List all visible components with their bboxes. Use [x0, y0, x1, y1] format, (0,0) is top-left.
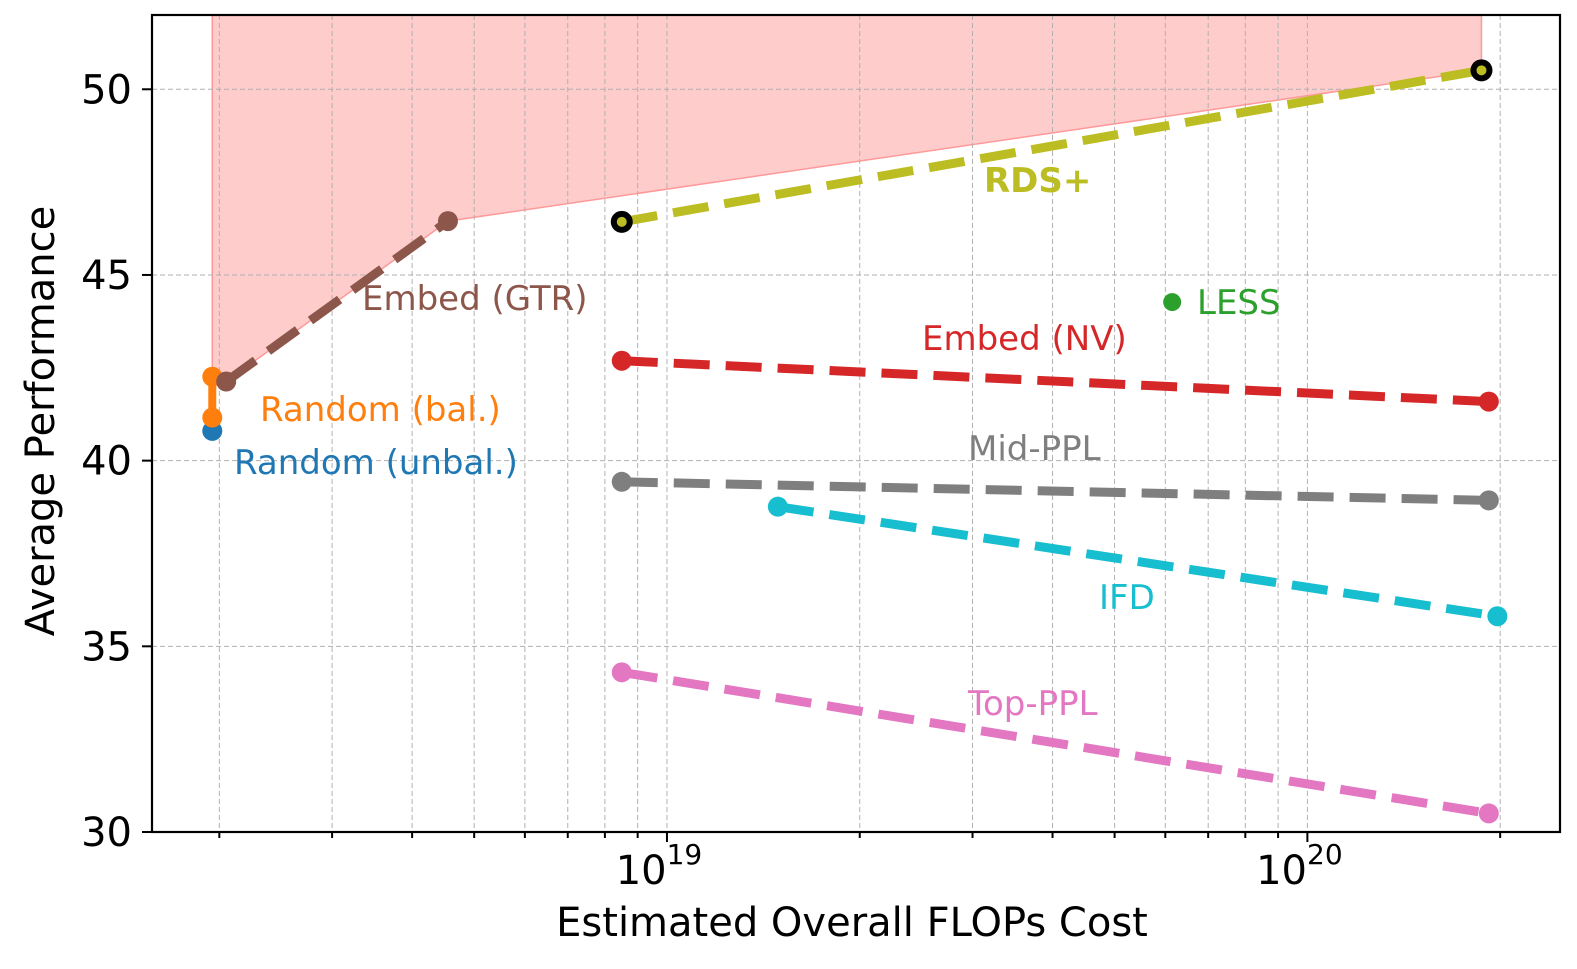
- data-point: [1478, 803, 1499, 824]
- x-tick-exponent: 19: [667, 838, 703, 871]
- axes-frame: [150, 13, 1562, 834]
- y-tick-label: 40: [81, 439, 132, 485]
- data-point: [1478, 490, 1499, 511]
- x-tick-label: 1019: [616, 838, 703, 894]
- series-line: [621, 477, 1489, 505]
- series-embed-nv: [611, 350, 1499, 412]
- series-less: [1163, 293, 1182, 312]
- x-axis-label: Estimated Overall FLOPs Cost: [556, 900, 1148, 946]
- data-point: [767, 496, 788, 517]
- data-point: [216, 371, 237, 392]
- series-label-embed-gtr: Embed (GTR): [362, 279, 588, 319]
- data-point: [202, 407, 223, 428]
- series-line: [223, 217, 451, 386]
- series-mid-ppl: [611, 471, 1499, 511]
- series-label-less: LESS: [1197, 283, 1281, 323]
- series-layer: [202, 59, 1508, 824]
- series-embed-gtr: [216, 211, 458, 392]
- series-random-bal: [202, 366, 223, 428]
- series-line: [621, 667, 1490, 818]
- x-tick-label: 1020: [1256, 838, 1343, 894]
- series-label-ifd: IFD: [1099, 578, 1155, 618]
- series-label-top-ppl: Top-PPL: [967, 684, 1098, 724]
- series-label-mid-ppl: Mid-PPL: [968, 429, 1101, 469]
- x-tick-exponent: 20: [1307, 838, 1343, 871]
- series-line: [777, 502, 1499, 621]
- series-label-layer: Random (unbal.) Random (bal.) Embed (GTR) R…: [234, 161, 1281, 724]
- data-point: [611, 662, 632, 683]
- data-point: [611, 471, 632, 492]
- series-rds: [610, 59, 1493, 233]
- series-ifd: [767, 496, 1508, 627]
- series-label-rds: RDS+: [984, 161, 1091, 201]
- series-top-ppl: [611, 662, 1499, 824]
- data-point: [1476, 65, 1487, 76]
- series-line: [621, 356, 1490, 407]
- y-tick-label: 45: [81, 253, 132, 299]
- data-point: [1478, 391, 1499, 412]
- tick-layer: 30 35 40 45 50 1019 1020: [81, 67, 1502, 894]
- y-tick-label: 50: [81, 67, 132, 113]
- data-point: [611, 350, 632, 371]
- series-label-embed-nv: Embed (NV): [922, 319, 1127, 359]
- data-point: [1487, 606, 1508, 627]
- data-point: [616, 216, 627, 227]
- axes-spines: [150, 13, 1562, 834]
- y-tick-label: 30: [81, 810, 132, 856]
- series-line: [620, 65, 1483, 227]
- y-axis-label: Average Performance: [18, 206, 64, 636]
- data-point: [437, 211, 458, 232]
- series-label-random-unbal: Random (unbal.): [234, 443, 518, 483]
- series-label-random-bal: Random (bal.): [260, 390, 501, 430]
- y-tick-label: 35: [81, 624, 132, 670]
- data-point: [1163, 293, 1182, 312]
